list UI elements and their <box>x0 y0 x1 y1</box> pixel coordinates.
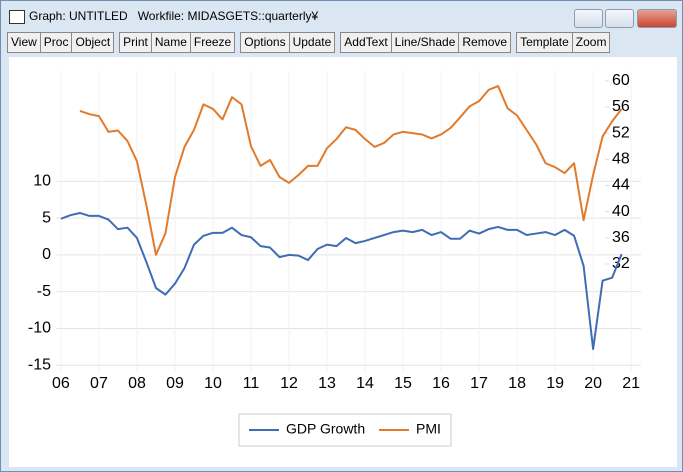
x-tick-label: 08 <box>128 375 146 392</box>
toolbar-button[interactable]: Zoom <box>571 32 611 53</box>
toolbar-button[interactable]: Proc <box>39 32 73 53</box>
minimize-button[interactable] <box>574 9 603 28</box>
window-title: Graph: UNTITLED Workfile: MIDASGETS::qua… <box>29 9 319 23</box>
y-tick-label: -5 <box>37 283 51 300</box>
y-tick-label: -15 <box>28 356 51 373</box>
x-tick-label: 07 <box>90 375 108 392</box>
x-tick-label: 20 <box>584 375 602 392</box>
toolbar-button[interactable]: Line/Shade <box>390 32 460 53</box>
toolbar-button[interactable]: Template <box>516 32 573 53</box>
toolbar-button[interactable]: Freeze <box>189 32 236 53</box>
y2-tick-label: 36 <box>612 229 630 246</box>
x-tick-label: 21 <box>622 375 640 392</box>
x-tick-label: 16 <box>432 375 450 392</box>
y2-tick-label: 44 <box>612 177 630 194</box>
x-tick-label: 13 <box>318 375 336 392</box>
maximize-button[interactable] <box>605 9 634 28</box>
toolbar-button[interactable]: AddText <box>340 32 392 53</box>
series-line <box>60 211 623 351</box>
title-bar: Graph: UNTITLED Workfile: MIDASGETS::qua… <box>1 1 682 30</box>
plot-area: -15 -10 -5 0 5 10 32 36 40 44 48 52 56 60 06 07 08 09 10 11… <box>9 57 677 467</box>
y-tick-label: 5 <box>42 209 51 226</box>
button-group: Template Zoom <box>516 32 611 53</box>
button-group: View Proc Object <box>7 32 115 53</box>
x-tick-label: 06 <box>52 375 70 392</box>
button-group: Options Update <box>240 32 336 53</box>
x-tick-label: 10 <box>204 375 222 392</box>
y-tick-label: 0 <box>42 246 51 263</box>
x-tick-label: 14 <box>356 375 374 392</box>
y2-tick-label: 52 <box>612 124 630 141</box>
x-tick-label: 18 <box>508 375 526 392</box>
toolbar-button[interactable]: Name <box>150 32 191 53</box>
y-tick-label: -10 <box>28 320 51 337</box>
y2-tick-label: 48 <box>612 151 630 168</box>
legend-label: PMI <box>416 421 441 437</box>
x-tick-label: 09 <box>166 375 184 392</box>
button-group: Print Name Freeze <box>119 32 236 53</box>
window-icon <box>9 10 25 24</box>
x-tick-label: 19 <box>546 375 564 392</box>
toolbar: View Proc Object Print Name Freeze Options Upda… <box>7 32 615 53</box>
y-tick-label: 10 <box>33 173 51 190</box>
toolbar-button[interactable]: Update <box>288 32 336 53</box>
button-group: AddText Line/Shade Remove <box>340 32 512 53</box>
series-line <box>79 85 623 256</box>
x-tick-label: 17 <box>470 375 488 392</box>
toolbar-button[interactable]: Remove <box>458 32 512 53</box>
y2-tick-label: 40 <box>612 203 630 220</box>
y2-tick-label: 56 <box>612 98 630 115</box>
x-tick-label: 11 <box>243 375 260 392</box>
legend-label: GDP Growth <box>286 421 365 437</box>
close-button[interactable] <box>637 9 677 28</box>
toolbar-button[interactable]: Print <box>119 32 152 53</box>
toolbar-button[interactable]: View <box>7 32 41 53</box>
y2-tick-label: 60 <box>612 72 630 89</box>
toolbar-button[interactable]: Object <box>71 32 115 53</box>
x-tick-label: 12 <box>280 375 298 392</box>
toolbar-button[interactable]: Options <box>240 32 290 53</box>
x-tick-label: 15 <box>394 375 412 392</box>
